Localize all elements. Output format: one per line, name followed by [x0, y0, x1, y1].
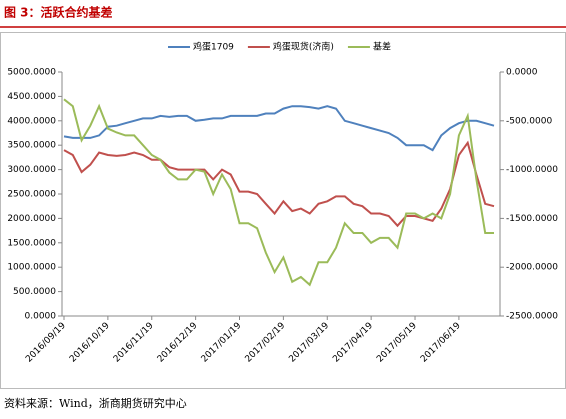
- x-tick-label: 2017/04/19: [331, 321, 375, 365]
- y-tick-label: 5000.0000: [7, 68, 56, 78]
- y-tick-label: 500.0000: [13, 287, 56, 297]
- y-tick-label: 3000.0000: [7, 165, 56, 175]
- series-line: [63, 105, 495, 152]
- y-tick-label: 0.0000: [25, 312, 57, 322]
- y-tick-label: 4000.0000: [7, 116, 56, 126]
- x-tick-label: 2017/01/19: [200, 321, 244, 365]
- y2-tick-label: 0.0000: [506, 68, 538, 78]
- source-note: 资料来源：Wind，浙商期货研究中心: [4, 396, 187, 410]
- legend-label: 鸡蛋1709: [193, 41, 234, 53]
- y2-tick-label: -2000.0000: [506, 263, 558, 273]
- y-tick-label: 3500.0000: [7, 141, 56, 151]
- series-line: [63, 98, 494, 287]
- y-tick-label: 4500.0000: [7, 92, 56, 102]
- y-tick-label: 1000.0000: [7, 263, 56, 273]
- y2-tick-label: -1000.0000: [506, 165, 558, 175]
- y2-tick-label: -500.0000: [506, 116, 552, 126]
- y-tick-label: 2500.0000: [7, 190, 56, 200]
- x-tick-label: 2016/10/19: [68, 321, 112, 365]
- x-tick-label: 2017/06/19: [419, 321, 463, 365]
- x-tick-label: 2016/09/19: [24, 321, 68, 365]
- x-tick-label: 2017/05/19: [375, 321, 419, 365]
- legend-label: 鸡蛋现货(济南): [273, 41, 334, 53]
- series-line: [63, 140, 495, 228]
- chart-title: 图 3：活跃合约基差: [4, 5, 113, 20]
- y2-tick-label: -1500.0000: [506, 214, 558, 224]
- x-tick-label: 2016/12/19: [156, 321, 200, 365]
- x-tick-label: 2017/02/19: [244, 321, 288, 365]
- legend-label: 基差: [373, 41, 391, 53]
- x-tick-label: 2016/11/19: [112, 321, 156, 365]
- y2-tick-label: -2500.0000: [506, 312, 558, 322]
- y-tick-label: 2000.0000: [7, 214, 56, 224]
- y-tick-label: 1500.0000: [7, 238, 56, 248]
- x-tick-label: 2017/03/19: [287, 321, 331, 365]
